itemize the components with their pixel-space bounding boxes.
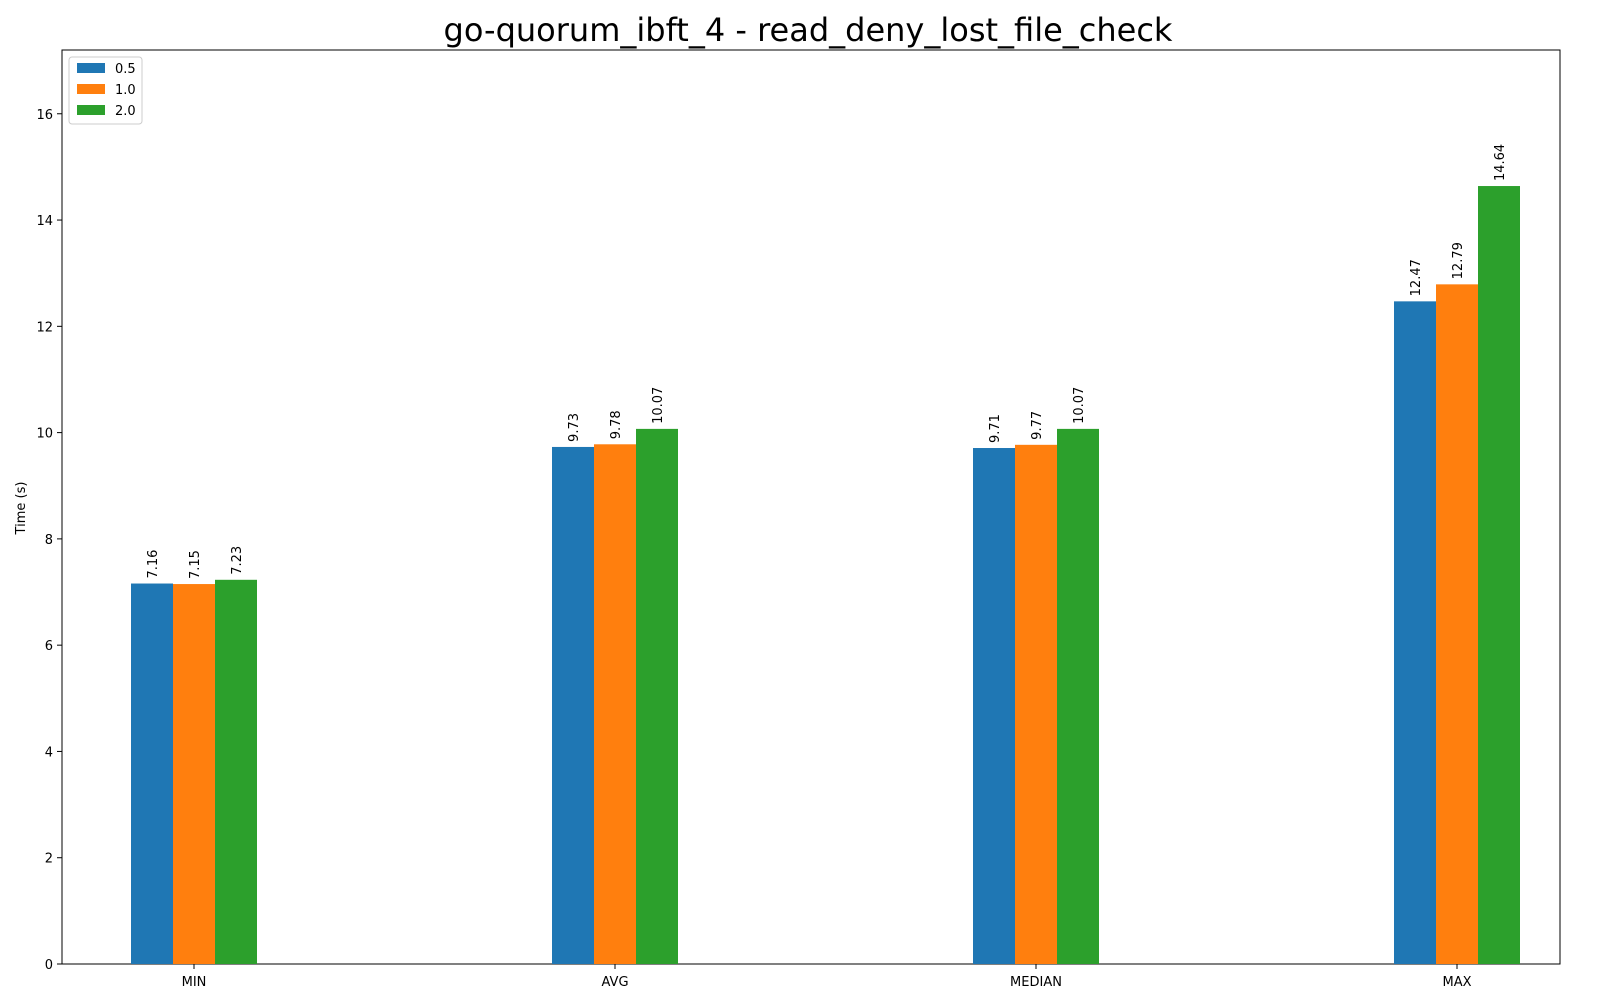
bar-value-label: 9.71 <box>988 414 1003 443</box>
y-tick-label: 8 <box>45 533 53 548</box>
bar-value-label: 12.79 <box>1451 242 1466 279</box>
y-tick-label: 16 <box>36 108 53 123</box>
bar-value-label: 7.23 <box>230 546 245 575</box>
chart-title: go-quorum_ibft_4 - read_deny_lost_file_c… <box>444 11 1173 49</box>
legend-label: 1.0 <box>115 83 136 98</box>
bar-min-1-0 <box>173 584 215 964</box>
bar-value-label: 7.16 <box>146 550 161 579</box>
bar-value-label: 7.15 <box>188 550 203 579</box>
bar-min-0-5 <box>131 583 173 964</box>
x-tick-label: MAX <box>1442 975 1471 990</box>
y-tick-label: 2 <box>45 852 53 867</box>
bar-avg-2-0 <box>636 428 678 964</box>
bar-value-label: 9.77 <box>1030 411 1045 440</box>
bar-value-label: 10.07 <box>651 387 666 424</box>
legend-label: 0.5 <box>115 62 136 77</box>
bar-max-2-0 <box>1478 186 1520 964</box>
legend-swatch <box>77 105 105 115</box>
bar-value-label: 14.64 <box>1493 144 1508 181</box>
y-tick-label: 0 <box>45 958 53 973</box>
bar-median-0-5 <box>973 448 1015 964</box>
y-axis-label: Time (s) <box>14 482 29 536</box>
y-tick-label: 6 <box>45 639 53 654</box>
bar-avg-0-5 <box>552 446 594 964</box>
bar-max-1-0 <box>1436 284 1478 964</box>
bar-min-2-0 <box>215 579 257 964</box>
y-tick-label: 4 <box>45 745 53 760</box>
bar-value-label: 9.73 <box>567 413 582 442</box>
y-tick-label: 14 <box>36 214 53 229</box>
bar-value-label: 9.78 <box>609 410 624 439</box>
y-tick-label: 10 <box>36 427 53 442</box>
legend: 0.5 1.0 2.0 <box>68 56 143 125</box>
plot-area: 7.16 9.73 9.71 12.47 7.15 9.78 9.77 12.79 7.23 10… <box>36 49 1561 990</box>
legend-swatch <box>77 84 105 94</box>
y-tick-label: 12 <box>36 320 53 335</box>
bar-value-label: 10.07 <box>1072 387 1087 424</box>
bar-value-label: 12.47 <box>1409 259 1424 296</box>
bar-max-0-5 <box>1394 301 1436 965</box>
plot-frame <box>61 49 1561 965</box>
legend-swatch <box>77 63 105 73</box>
x-tick-label: MEDIAN <box>1010 975 1062 990</box>
legend-label: 2.0 <box>115 104 136 119</box>
x-tick-label: AVG <box>601 975 628 990</box>
bar-median-1-0 <box>1015 444 1057 964</box>
x-tick-label: MIN <box>182 975 207 990</box>
bar-avg-1-0 <box>594 444 636 964</box>
bar-median-2-0 <box>1057 428 1099 964</box>
